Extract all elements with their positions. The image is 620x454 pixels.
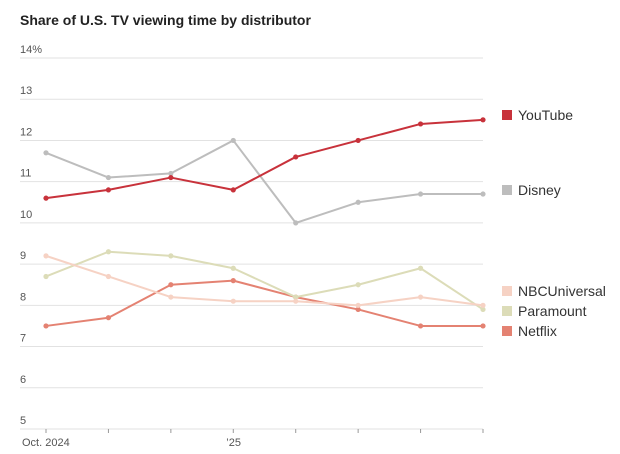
series-lines xyxy=(43,117,486,329)
y-tick-label: 10 xyxy=(20,209,32,221)
data-point-nbcuniversal xyxy=(43,253,49,259)
y-tick-label: 5 xyxy=(20,415,26,427)
legend-item-nbcuniversal: NBCUniversal xyxy=(502,283,606,299)
legend-swatch xyxy=(502,110,512,120)
y-tick-label: 11 xyxy=(20,168,31,180)
data-point-disney xyxy=(105,174,112,181)
data-point-disney xyxy=(480,191,486,197)
data-point-netflix xyxy=(43,323,49,329)
data-point-paramount xyxy=(43,273,49,280)
legend-item-youtube: YouTube xyxy=(502,107,573,123)
data-point-paramount xyxy=(168,253,174,259)
data-point-nbcuniversal xyxy=(480,302,486,308)
data-point-youtube xyxy=(105,187,112,193)
x-tick-label: ’25 xyxy=(226,437,241,449)
y-tick-label: 7 xyxy=(20,333,26,345)
data-point-disney xyxy=(355,199,361,205)
data-point-netflix xyxy=(417,323,424,329)
y-tick-label: 6 xyxy=(20,374,26,386)
data-point-youtube xyxy=(417,121,424,127)
y-tick-label: 12 xyxy=(20,126,32,138)
data-point-paramount xyxy=(355,282,361,288)
data-point-paramount xyxy=(230,265,236,271)
series-line-paramount xyxy=(45,250,484,311)
data-point-youtube xyxy=(355,137,361,144)
x-tick-label: Oct. 2024 xyxy=(22,437,70,449)
gridlines: 14% 13 12 11 10 9 8 7 6 5 xyxy=(20,44,483,430)
data-point-nbcuniversal xyxy=(355,302,361,308)
data-point-netflix xyxy=(480,323,486,329)
series-line-nbcuniversal xyxy=(45,254,484,307)
series-disney xyxy=(43,137,486,226)
legend-item-paramount: Paramount xyxy=(502,303,587,319)
y-tick-label: 9 xyxy=(20,250,26,262)
series-paramount xyxy=(43,249,486,313)
data-point-disney xyxy=(417,191,424,197)
data-point-disney xyxy=(168,170,174,177)
y-tick-label: 8 xyxy=(20,291,26,303)
y-tick-label: 14% xyxy=(20,44,42,56)
chart-title: Share of U.S. TV viewing time by distrib… xyxy=(20,12,311,28)
series-line-disney xyxy=(45,139,483,224)
y-tick-label: 13 xyxy=(20,85,32,97)
data-point-disney xyxy=(230,137,236,144)
x-axis: Oct. 2024 ’25 xyxy=(22,429,484,449)
legend-label: Paramount xyxy=(518,303,587,319)
legend-swatch xyxy=(502,286,512,296)
legend-swatch xyxy=(502,185,512,195)
legend-swatch xyxy=(502,306,512,316)
series-netflix xyxy=(43,278,486,329)
legend: YouTube Disney NBCUniversal Paramount Netfli… xyxy=(502,107,606,339)
series-line-netflix xyxy=(45,279,483,327)
legend-label: YouTube xyxy=(518,107,573,123)
data-point-netflix xyxy=(230,278,236,284)
legend-item-disney: Disney xyxy=(502,182,561,198)
data-point-nbcuniversal xyxy=(168,294,174,300)
data-point-paramount xyxy=(480,306,486,313)
data-point-nbcuniversal xyxy=(293,298,299,304)
data-point-disney xyxy=(293,220,299,226)
legend-label: NBCUniversal xyxy=(518,283,606,299)
data-point-paramount xyxy=(293,294,299,300)
data-point-nbcuniversal xyxy=(417,294,424,300)
series-youtube xyxy=(43,117,486,201)
legend-item-netflix: Netflix xyxy=(502,323,557,339)
data-point-youtube xyxy=(43,195,49,201)
data-point-netflix xyxy=(105,315,112,321)
data-point-netflix xyxy=(355,306,361,313)
series-line-youtube xyxy=(45,118,484,200)
data-point-netflix xyxy=(168,282,174,288)
data-point-nbcuniversal xyxy=(230,298,236,304)
data-point-paramount xyxy=(417,265,424,271)
data-point-paramount xyxy=(105,249,112,255)
data-point-youtube xyxy=(293,154,299,160)
legend-swatch xyxy=(502,326,512,336)
data-point-youtube xyxy=(230,187,236,193)
legend-label: Disney xyxy=(518,182,561,198)
data-point-nbcuniversal xyxy=(105,273,112,280)
data-point-youtube xyxy=(168,174,174,181)
series-nbcuniversal xyxy=(43,253,486,308)
legend-label: Netflix xyxy=(518,323,557,339)
data-point-youtube xyxy=(480,117,486,123)
data-point-disney xyxy=(43,150,49,156)
